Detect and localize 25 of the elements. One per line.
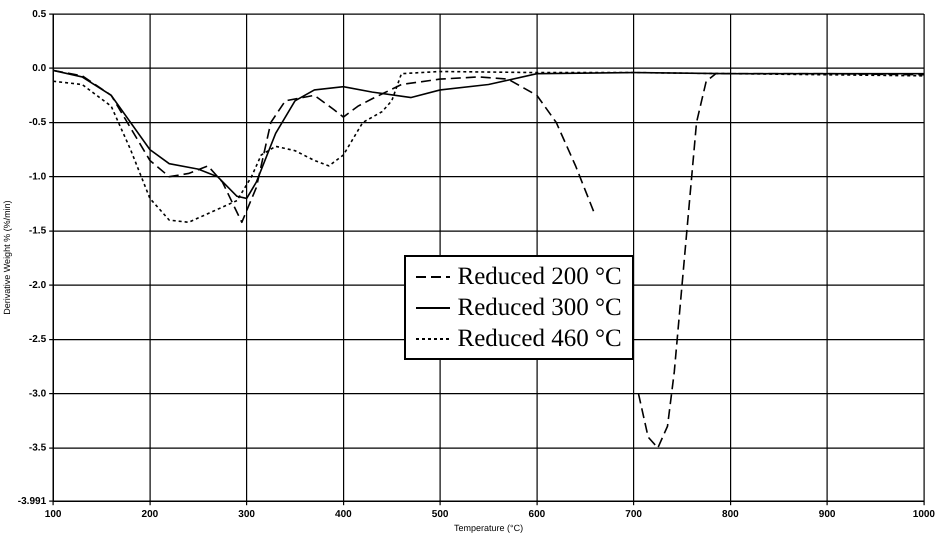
y-tick-label: 0.5 <box>32 8 47 20</box>
y-tick-label: -3.5 <box>28 442 47 454</box>
y-tick-label: -1.5 <box>28 226 47 237</box>
y-tick-label: -3.991 <box>18 496 47 507</box>
y-tick-label: 0.0 <box>32 62 47 74</box>
x-tick-label: 800 <box>722 508 740 520</box>
y-tick-label: -3.0 <box>28 388 47 400</box>
x-axis-title: Temperature (°C) <box>454 523 524 534</box>
x-tick-label: 600 <box>528 508 546 520</box>
y-axis-title: Derivative Weight % (%/min) <box>2 200 12 315</box>
x-tick-label: 200 <box>142 508 159 520</box>
x-tick-label: 900 <box>818 508 836 520</box>
x-tick-label: 1000 <box>912 508 936 520</box>
x-tick-label: 100 <box>44 508 62 520</box>
x-tick-label: 300 <box>238 508 256 520</box>
legend-label: Reduced 300 °C <box>458 293 622 324</box>
y-tick-label: -2.0 <box>28 280 47 291</box>
y-tick-label: -0.5 <box>28 117 47 128</box>
y-tick-label: -1.0 <box>28 171 47 182</box>
x-tick-label: 500 <box>432 508 449 520</box>
legend-label: Reduced 200 °C <box>458 262 622 292</box>
y-tick-label: -2.5 <box>28 334 47 346</box>
legend-label: Reduced 460 °C <box>458 324 622 354</box>
x-tick-label: 700 <box>625 508 642 520</box>
x-tick-label: 400 <box>335 508 352 520</box>
